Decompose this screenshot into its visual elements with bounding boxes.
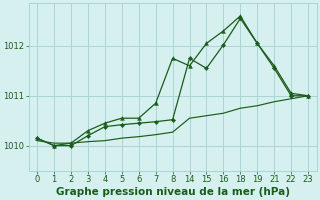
X-axis label: Graphe pression niveau de la mer (hPa): Graphe pression niveau de la mer (hPa): [56, 187, 290, 197]
